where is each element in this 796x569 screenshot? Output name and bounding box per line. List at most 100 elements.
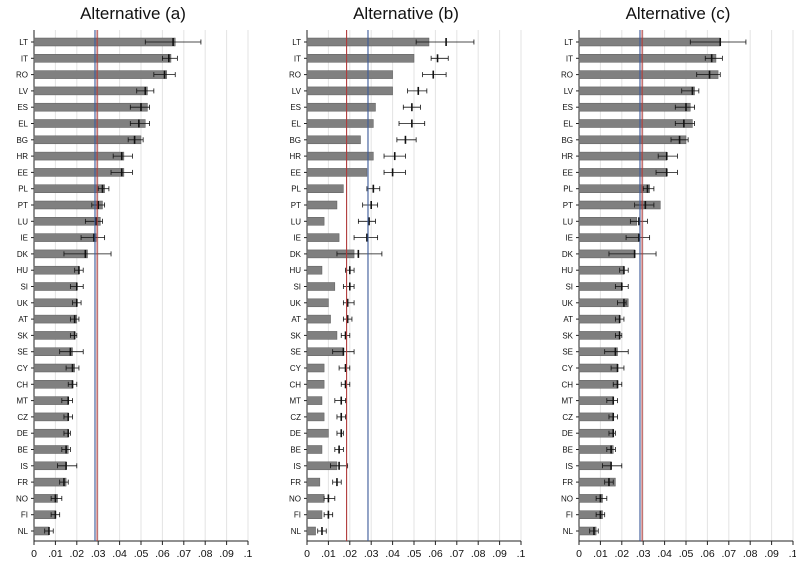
- country-label: NO: [289, 494, 301, 503]
- bar-SK: [306, 331, 338, 340]
- x-tick-label: .05: [679, 548, 694, 560]
- bar-LV: [578, 86, 695, 96]
- country-label: IS: [20, 462, 28, 471]
- country-label: SI: [565, 283, 573, 292]
- x-tick-label: .07: [176, 548, 191, 560]
- x-tick-label: .08: [471, 548, 486, 560]
- country-label: DK: [290, 250, 302, 259]
- country-label: MT: [561, 397, 573, 406]
- country-label: PT: [563, 201, 573, 210]
- country-label: BG: [289, 136, 301, 145]
- bar-LV: [33, 86, 148, 96]
- bar-BE: [306, 445, 323, 454]
- panel-3: Alternative (c) 0 .01 .02 .03 .04 .05 .06 .07 .08…: [561, 4, 796, 560]
- bar-SK: [578, 331, 620, 340]
- country-label: IT: [566, 54, 573, 63]
- bar-PL: [306, 184, 344, 193]
- country-label: EL: [18, 120, 28, 129]
- bar-SI: [306, 282, 336, 291]
- bar-RO: [33, 70, 167, 79]
- country-label: CZ: [562, 413, 573, 422]
- country-label: CY: [562, 364, 574, 373]
- x-tick-label: .04: [657, 548, 672, 560]
- x-tick-label: .04: [385, 548, 400, 560]
- bar-EL: [33, 119, 146, 128]
- x-tick-label: .03: [364, 548, 379, 560]
- country-label: CY: [17, 364, 29, 373]
- bar-AT: [578, 314, 620, 324]
- x-tick-label: .06: [700, 548, 715, 560]
- bar-UK: [33, 298, 78, 308]
- bar-HU: [33, 265, 80, 275]
- x-tick-label: .08: [743, 548, 758, 560]
- country-label: LT: [292, 38, 301, 47]
- bar-HU: [578, 265, 625, 275]
- country-label: IT: [21, 54, 28, 63]
- country-label: SE: [562, 348, 573, 357]
- bar-IT: [33, 54, 172, 63]
- country-label: EE: [17, 168, 28, 177]
- bar-PT: [578, 200, 661, 210]
- country-label: EE: [290, 168, 301, 177]
- bar-FR: [578, 477, 616, 487]
- country-label: CZ: [17, 413, 28, 422]
- x-tick-label: .04: [112, 548, 127, 560]
- country-label: UK: [290, 299, 302, 308]
- country-label: NL: [563, 527, 574, 536]
- bar-CY: [306, 363, 325, 373]
- country-label: DE: [562, 429, 573, 438]
- country-label: LU: [291, 217, 301, 226]
- x-tick-label: .09: [492, 548, 507, 560]
- country-label: SK: [562, 331, 573, 340]
- country-label: BG: [16, 136, 28, 145]
- bar-SK: [33, 331, 75, 340]
- bar-HR: [578, 151, 667, 161]
- x-tick-label: .07: [721, 548, 736, 560]
- x-tick-label: .02: [614, 548, 629, 560]
- bar-HU: [306, 265, 323, 275]
- x-tick-label: 0: [304, 548, 310, 560]
- bar-PL: [33, 184, 105, 193]
- bar-CZ: [33, 412, 69, 422]
- country-label: LT: [564, 38, 573, 47]
- country-label: RO: [561, 71, 573, 80]
- country-label: EL: [563, 120, 573, 129]
- x-tick-label: .01: [593, 548, 608, 560]
- country-label: NL: [18, 527, 29, 536]
- country-label: IE: [565, 234, 573, 243]
- bar-LV: [306, 86, 393, 96]
- country-label: PL: [291, 185, 301, 194]
- country-label: DE: [17, 429, 28, 438]
- x-tick-label: .03: [91, 548, 106, 560]
- country-label: NO: [16, 494, 28, 503]
- bar-IE: [306, 233, 340, 242]
- bar-CH: [578, 380, 618, 389]
- country-label: CY: [290, 364, 302, 373]
- bar-NL: [306, 526, 316, 536]
- panel-2: Alternative (b) 0 .01 .02 .03 .04 .05 .06 .07 .08…: [289, 4, 526, 560]
- country-label: NL: [291, 527, 302, 536]
- bar-PT: [306, 200, 338, 210]
- country-label: LV: [564, 87, 574, 96]
- bar-DE: [306, 428, 329, 438]
- panel-title: Alternative (c): [626, 4, 731, 23]
- country-label: LV: [292, 87, 302, 96]
- bar-FR: [306, 477, 321, 487]
- bar-EL: [306, 119, 374, 128]
- country-label: HR: [16, 152, 28, 161]
- x-tick-label: .01: [48, 548, 63, 560]
- bar-CZ: [306, 412, 325, 422]
- country-label: UK: [17, 299, 29, 308]
- bar-NO: [306, 494, 325, 503]
- panel-title: Alternative (a): [80, 4, 186, 23]
- country-label: IS: [565, 462, 573, 471]
- x-tick-label: .1: [789, 548, 796, 560]
- country-label: PT: [18, 201, 28, 210]
- country-label: SE: [17, 348, 28, 357]
- country-label: BE: [290, 446, 301, 455]
- country-label: ES: [17, 103, 28, 112]
- country-label: DE: [290, 429, 301, 438]
- country-label: LU: [18, 217, 28, 226]
- country-label: MT: [16, 397, 28, 406]
- country-label: SE: [290, 348, 301, 357]
